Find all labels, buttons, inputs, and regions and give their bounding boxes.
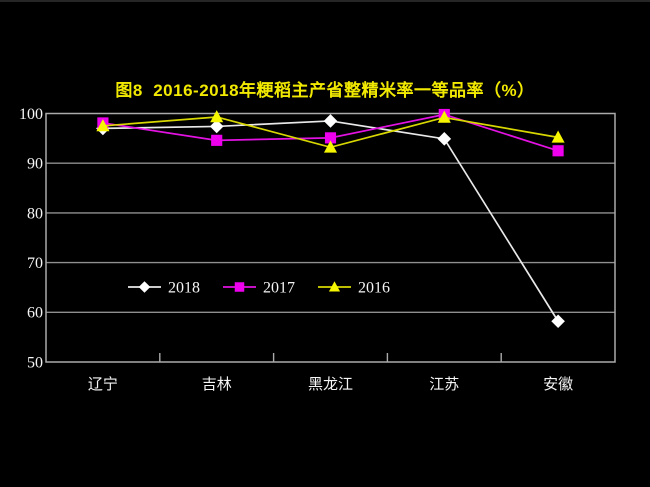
y-axis-label-80: 80 [27, 205, 43, 222]
legend-label-2017: 2017 [263, 280, 295, 297]
marker-2017-2 [324, 132, 337, 144]
y-axis-label-100: 100 [19, 106, 43, 123]
legend-label-2018: 2018 [168, 280, 200, 297]
legend-marker-2017 [234, 282, 245, 292]
y-axis-label-70: 70 [27, 255, 43, 272]
y-axis-label-50: 50 [27, 354, 43, 371]
plot-border [45, 112, 616, 363]
marker-2018-1 [209, 119, 224, 134]
y-axis-label-60: 60 [27, 305, 43, 322]
legend-marker-2018 [138, 281, 151, 293]
marker-2017-1 [211, 134, 223, 146]
marker-2016-2 [323, 140, 338, 153]
marker-2016-1 [210, 110, 224, 123]
x-axis-label-1: 吉林 [202, 376, 232, 393]
x-axis-label-0: 辽宁 [88, 376, 118, 393]
marker-2017-4 [552, 145, 564, 157]
legend-marker-2016 [328, 281, 341, 292]
x-axis-label-4: 安徽 [543, 376, 573, 393]
x-axis-label-2: 黑龙江 [308, 376, 353, 393]
marker-2016-0 [96, 119, 110, 132]
x-axis-label-3: 江苏 [429, 376, 459, 393]
marker-2016-4 [551, 130, 565, 143]
marker-2018-2 [323, 114, 338, 128]
marker-2018-4 [551, 314, 565, 329]
marker-2018-3 [437, 132, 452, 146]
y-axis-label-90: 90 [27, 156, 43, 173]
marker-2016-3 [437, 110, 451, 123]
top-edge-artifact [0, 0, 650, 2]
chart-title: 图8 2016-2018年粳稻主产省整精米率一等品率（%） [115, 81, 535, 100]
legend-label-2016: 2016 [358, 280, 390, 297]
